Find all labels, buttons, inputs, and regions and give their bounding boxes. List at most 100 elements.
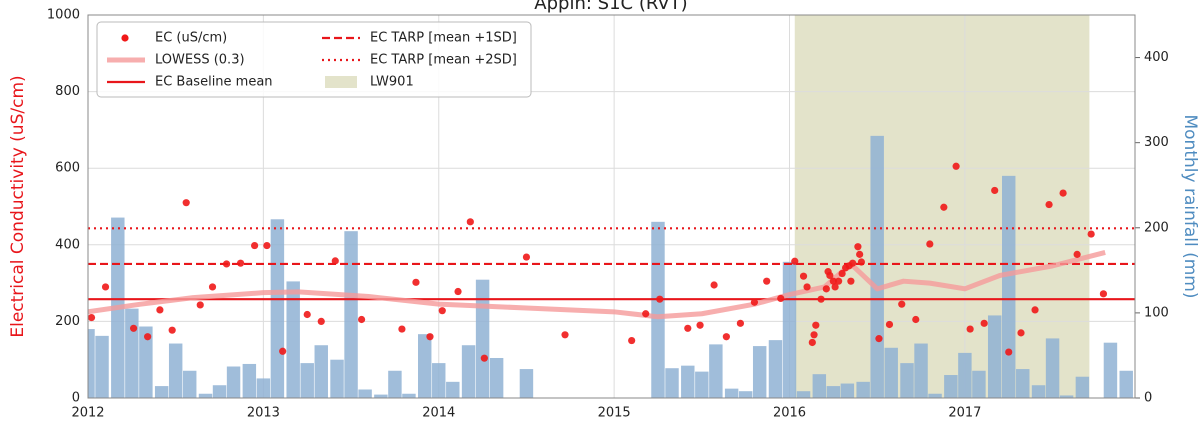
bar [1075,376,1090,398]
bar [724,388,739,398]
lowess-line [88,250,1106,320]
data-point [628,336,636,345]
y2-tick-label: 200 [1144,220,1169,235]
data-point [398,325,406,333]
y-tick-label: 400 [55,237,80,252]
bar [198,393,213,398]
data-point [875,335,883,343]
data-point [822,285,830,293]
data-point [196,301,204,309]
bar [314,345,328,398]
data-point [966,325,974,333]
data-point [454,287,462,296]
data-point [710,281,718,289]
legend-symbol [325,76,357,88]
data-point [835,277,843,285]
data-point [182,199,190,207]
bar [738,391,753,398]
data-point [763,277,771,285]
data-point [912,315,920,324]
data-point [817,295,825,303]
bar [286,281,300,398]
y2-tick-label: 300 [1144,135,1169,150]
bar [270,219,285,398]
data-point [885,320,894,329]
data-point [777,294,785,303]
data-point [279,347,287,355]
data-point [208,283,217,291]
bar [826,386,841,398]
data-point [856,250,864,258]
bar [461,345,476,398]
chart-title: Appin: S1C (RVT) [534,0,687,14]
data-point [1031,306,1039,314]
bar [95,335,109,398]
data-point [222,260,231,268]
legend-label: EC (uS/cm) [155,31,227,46]
bar [752,346,767,398]
data-point [991,186,999,195]
x-tick-label: 2015 [598,406,631,421]
data-point [561,331,569,339]
data-point [88,313,96,322]
data-point [642,310,650,318]
data-point [357,315,366,324]
data-point [466,218,474,226]
data-point [926,240,934,248]
data-point [799,272,808,280]
bar [388,370,402,398]
data-point [331,257,339,265]
bar [489,357,504,398]
data-point [1087,230,1095,238]
bar [374,394,388,398]
bar [695,371,709,398]
data-point [101,283,110,291]
bar [446,381,460,398]
legend-label: LOWESS (0.3) [155,53,245,68]
bar [928,393,942,398]
bar [212,385,227,398]
bar [884,347,898,398]
x-tick-label: 2013 [247,406,280,421]
data-point [829,277,837,285]
data-point [952,162,960,170]
bar [1016,369,1030,398]
bar [330,359,344,398]
data-point [1073,250,1081,258]
data-point [236,259,245,267]
bar [358,389,372,398]
data-point [317,317,325,325]
bar [972,370,986,398]
data-point [168,326,176,334]
y-tick-label: 600 [55,161,80,176]
data-point [831,283,839,291]
y-axis-label: Electrical Conductivity (uS/cm) [8,75,28,337]
data-point [263,241,271,250]
bar [139,326,153,398]
bar [125,308,139,398]
bar [796,391,811,398]
data-point [1045,200,1053,209]
bar [870,135,884,398]
data-point [480,354,488,362]
legend-label: EC TARP [mean +1SD] [370,31,517,46]
bar [1103,342,1118,398]
x-tick-label: 2016 [773,406,806,421]
data-point [1005,348,1013,356]
data-point [838,269,846,278]
y-tick-label: 800 [55,84,80,99]
data-point [412,278,420,286]
bar [242,363,257,398]
legend-label: LW901 [370,75,414,90]
data-point [812,321,820,329]
data-point [522,253,531,261]
bar [782,261,797,398]
bar [651,221,665,398]
data-point [303,310,311,319]
data-point [847,277,855,285]
legend-label: EC Baseline mean [155,75,273,90]
bar [226,366,241,398]
bar [812,374,827,398]
bar [914,343,928,398]
